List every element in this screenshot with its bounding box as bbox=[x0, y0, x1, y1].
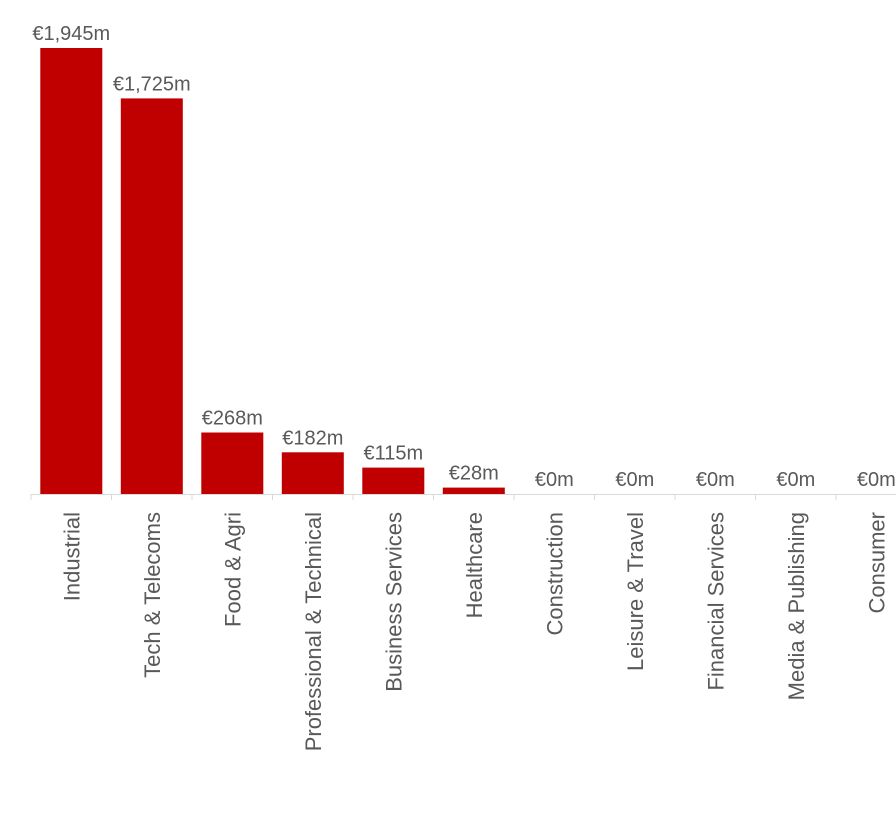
bar bbox=[281, 452, 344, 494]
bar bbox=[201, 432, 264, 494]
category-label: Healthcare bbox=[462, 512, 487, 618]
data-label: €1,945m bbox=[32, 23, 110, 45]
bar bbox=[442, 487, 505, 494]
data-label: €0m bbox=[615, 469, 654, 491]
category-label: Industrial bbox=[59, 512, 84, 601]
bar bbox=[120, 98, 183, 495]
bar bbox=[40, 48, 103, 494]
bars-group bbox=[40, 48, 505, 495]
bar bbox=[362, 467, 425, 494]
category-label: Professional & Technical bbox=[301, 512, 326, 751]
x-axis bbox=[30, 494, 896, 500]
category-label: Media & Publishing bbox=[784, 512, 809, 700]
data-label: €268m bbox=[202, 408, 263, 430]
data-label: €0m bbox=[776, 469, 815, 491]
data-label: €115m bbox=[363, 443, 423, 465]
data-label: €0m bbox=[535, 469, 574, 491]
category-label: Business Services bbox=[381, 512, 406, 692]
category-label: Financial Services bbox=[703, 512, 728, 691]
data-label: €0m bbox=[857, 469, 896, 491]
category-label: Food & Agri bbox=[220, 512, 245, 627]
category-label: Construction bbox=[542, 512, 567, 636]
data-label: €28m bbox=[449, 463, 499, 485]
category-label: Leisure & Travel bbox=[623, 512, 648, 671]
data-label: €0m bbox=[696, 469, 735, 491]
category-labels-group: Industrial Tech & Telecoms Food & Agri Prof… bbox=[59, 512, 889, 751]
data-label: €1,725m bbox=[113, 73, 191, 95]
category-label: Tech & Telecoms bbox=[140, 512, 165, 678]
data-labels-group: €1,945m €1,725m €268m €182m €115m €28m €0m €0m €… bbox=[32, 23, 895, 491]
category-label: Consumer bbox=[864, 512, 889, 613]
data-label: €182m bbox=[282, 427, 343, 449]
